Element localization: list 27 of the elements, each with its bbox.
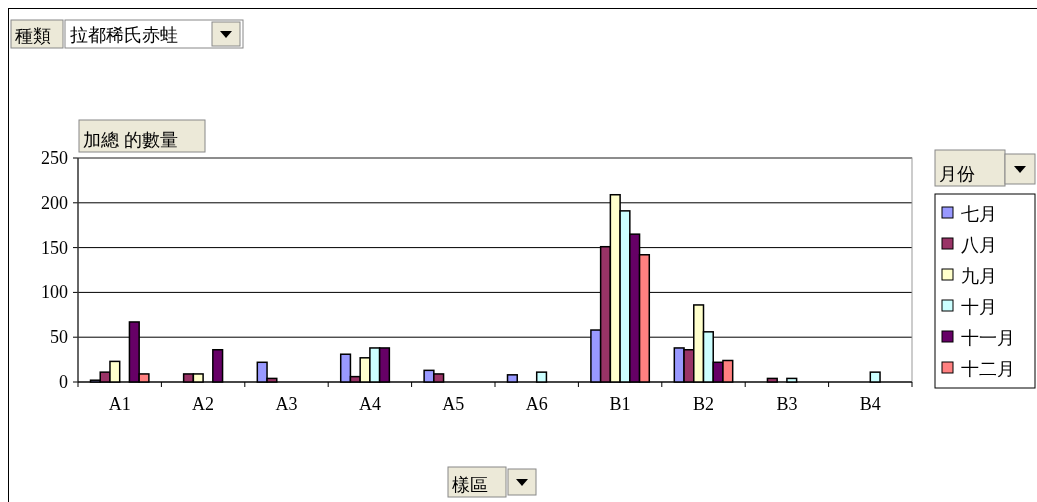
y-tick-label: 100 [41, 282, 68, 303]
legend-label: 九月 [961, 266, 997, 286]
legend-label: 八月 [961, 235, 997, 255]
legend-label: 十一月 [961, 328, 1015, 348]
y-tick-label: 200 [41, 192, 68, 213]
y-tick-label: 0 [59, 372, 68, 392]
x-tick-label: A5 [442, 394, 465, 414]
x-axis-title: 樣區 [452, 475, 488, 495]
x-tick-label: A3 [275, 394, 298, 414]
legend-label: 七月 [961, 204, 997, 224]
x-tick-label: B3 [776, 394, 798, 414]
y-tick-label: 250 [41, 148, 68, 168]
x-tick-label: A2 [192, 394, 215, 414]
text: 種類 [15, 26, 51, 46]
legend-label: 十月 [961, 297, 997, 317]
y-tick-label: 150 [41, 237, 68, 258]
x-tick-label: B2 [692, 394, 715, 414]
y-axis-title: 加總 的數量 [83, 130, 178, 150]
y-tick-label: 50 [50, 327, 68, 348]
x-tick-label: B1 [609, 394, 631, 414]
x-tick-label: B4 [859, 394, 881, 414]
x-tick-label: A6 [525, 394, 548, 414]
x-tick-label: A4 [358, 394, 381, 414]
x-tick-label: A1 [108, 394, 131, 414]
text: 拉都稀氏赤蛙 [70, 25, 178, 45]
legend-title: 月份 [939, 164, 975, 184]
legend-label: 十二月 [961, 359, 1015, 379]
